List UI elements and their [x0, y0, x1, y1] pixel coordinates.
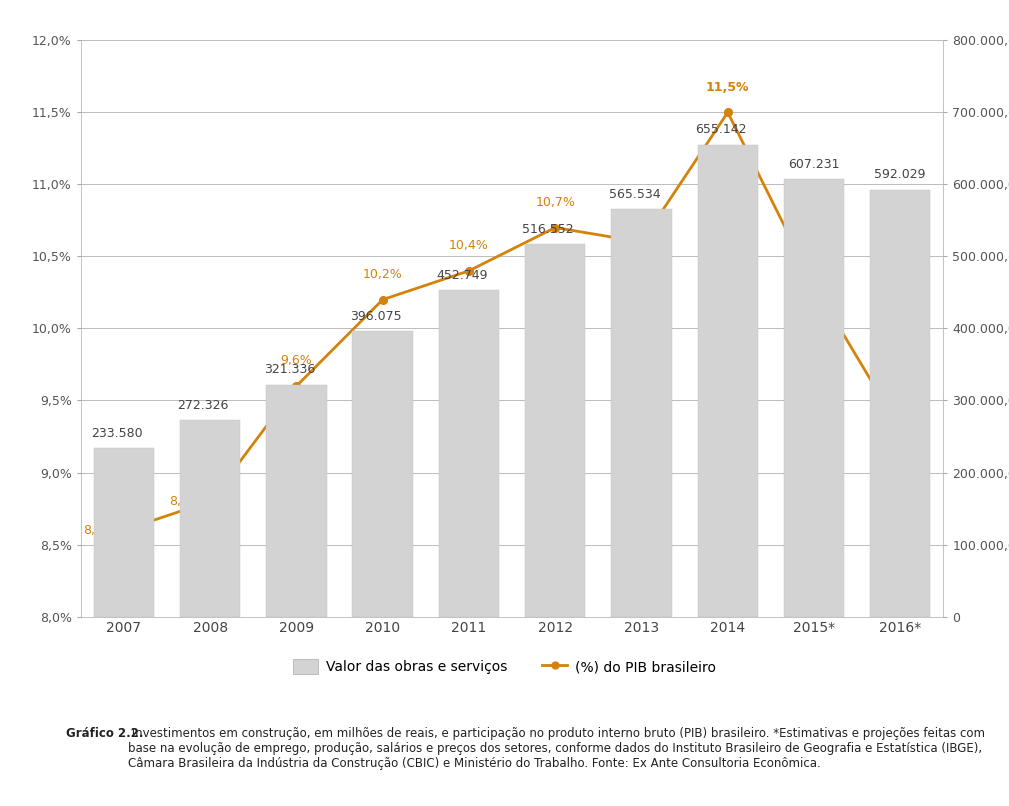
Text: 321.336: 321.336	[263, 364, 315, 376]
Text: 10,7%: 10,7%	[535, 196, 575, 209]
Text: 9,6%: 9,6%	[281, 355, 312, 368]
Bar	[352, 331, 413, 617]
Text: 9,3%: 9,3%	[885, 397, 916, 410]
Text: 607.231: 607.231	[788, 157, 839, 171]
Text: 8,8%: 8,8%	[170, 495, 202, 508]
Bar	[697, 144, 758, 617]
Bar	[870, 190, 930, 617]
Bar	[611, 210, 672, 617]
Text: 10,3%: 10,3%	[794, 254, 833, 267]
Text: 272.326: 272.326	[178, 399, 229, 412]
Legend: Valor das obras e serviços, (%) do PIB brasileiro: Valor das obras e serviços, (%) do PIB b…	[293, 659, 716, 674]
Text: 8,6%: 8,6%	[84, 524, 115, 537]
Bar	[94, 448, 154, 617]
Text: 233.580: 233.580	[91, 426, 142, 440]
Text: 655.142: 655.142	[695, 123, 747, 136]
Text: 396.075: 396.075	[350, 310, 402, 322]
Bar	[784, 179, 845, 617]
Text: 10,2%: 10,2%	[363, 268, 403, 281]
Text: Gráfico 2.2.: Gráfico 2.2.	[66, 727, 143, 740]
Bar	[180, 421, 240, 617]
Text: 11,5%: 11,5%	[706, 81, 750, 93]
Text: Investimentos em construção, em milhões de reais, e participação no produto inte: Investimentos em construção, em milhões …	[128, 727, 985, 770]
Text: 10,4%: 10,4%	[449, 239, 488, 252]
Bar	[266, 385, 327, 617]
Bar	[439, 290, 499, 617]
Bar	[525, 244, 585, 617]
Text: 516.552: 516.552	[523, 222, 574, 236]
Text: 592.029: 592.029	[875, 168, 926, 181]
Text: 565.534: 565.534	[608, 188, 660, 201]
Text: 10,6%: 10,6%	[622, 210, 661, 223]
Text: 452.749: 452.749	[436, 269, 487, 282]
